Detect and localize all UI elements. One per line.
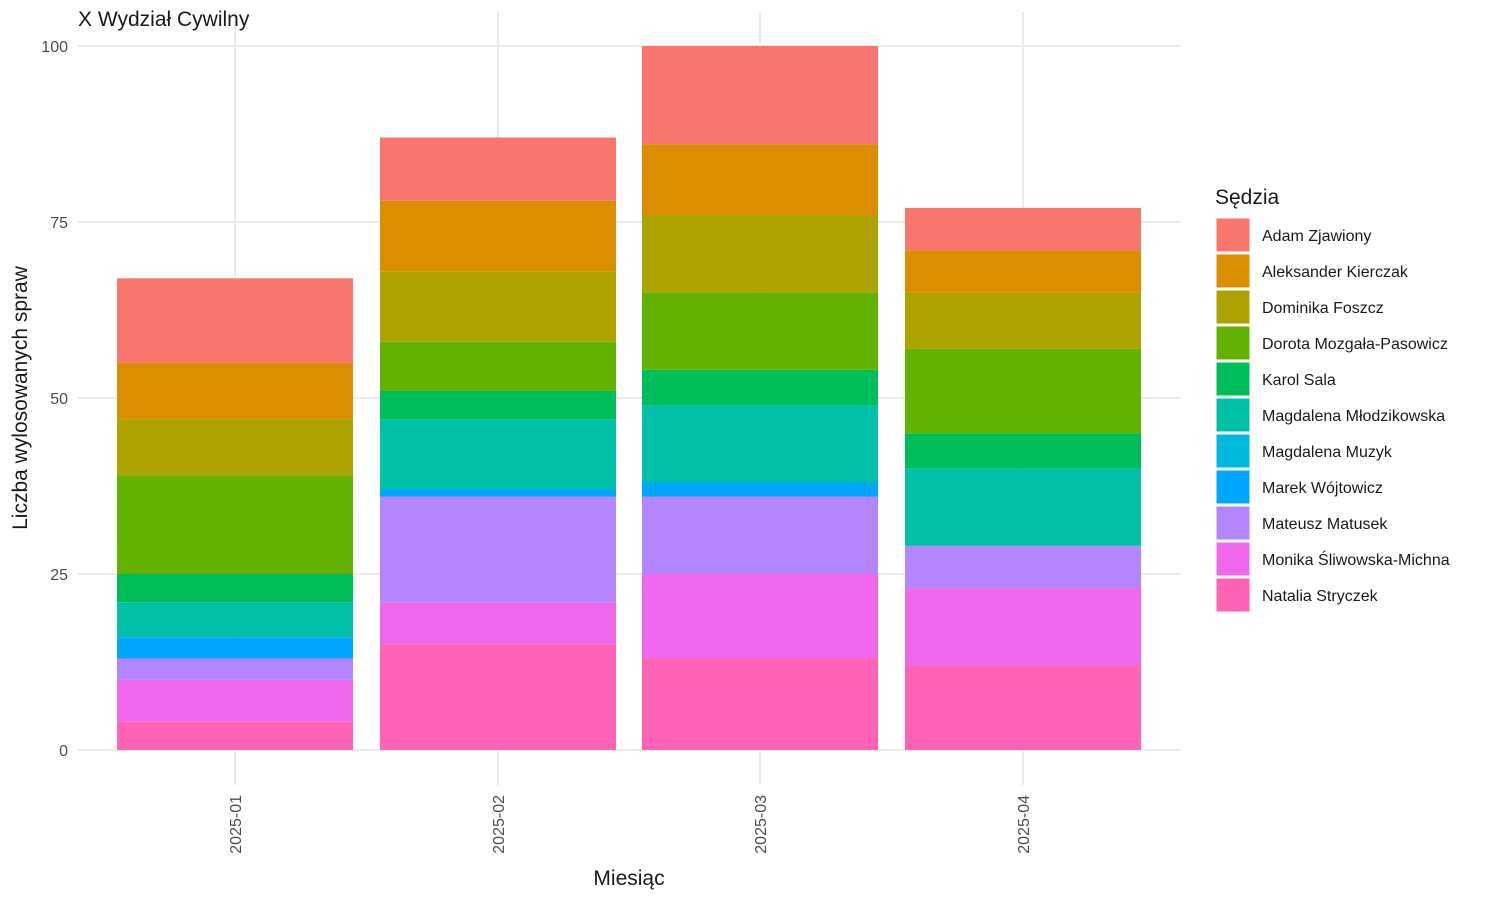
bar-segment — [117, 721, 353, 750]
legend-item: Karol Sala — [1215, 361, 1336, 397]
chart-title: X Wydział Cywilny — [78, 8, 250, 31]
legend-key — [1215, 361, 1251, 397]
bar-segment — [117, 574, 353, 603]
bar-segment — [642, 214, 878, 293]
legend-item: Dominika Foszcz — [1215, 289, 1384, 325]
bar-segment — [117, 362, 353, 420]
x-axis-ticks: 2025-01 2025-02 2025-03 2025-04 — [228, 795, 1033, 854]
bar-segment — [380, 390, 616, 420]
legend-label: Dominika Foszcz — [1262, 300, 1384, 317]
legend-item: Adam Zjawiony — [1215, 217, 1371, 253]
y-tick-label: 0 — [59, 743, 68, 760]
x-tick-label: 2025-03 — [753, 795, 770, 854]
bar-stack-2025-04 — [905, 207, 1141, 750]
x-tick-label: 2025-04 — [1016, 795, 1033, 854]
bar-segment — [380, 200, 616, 272]
legend-key — [1215, 397, 1251, 433]
bar-segment — [642, 482, 878, 497]
bar-segment — [642, 496, 878, 574]
legend-item: Marek Wójtowicz — [1215, 469, 1383, 505]
legend-label: Monika Śliwowska-Michna — [1262, 550, 1450, 569]
bar-segment — [905, 292, 1141, 349]
bar-segment — [905, 665, 1141, 750]
legend-item: Natalia Stryczek — [1215, 577, 1379, 613]
bar-segment — [380, 137, 616, 201]
legend-label: Marek Wójtowicz — [1262, 480, 1383, 497]
bar-segment — [117, 679, 353, 722]
bar-segment — [642, 369, 878, 406]
legend-key — [1215, 469, 1251, 505]
bar-segment — [905, 468, 1141, 546]
bar-segment — [905, 348, 1141, 434]
bar-stack-2025-01 — [117, 278, 353, 750]
x-tick-label: 2025-02 — [491, 795, 508, 854]
legend-label: Dorota Mozgała-Pasowicz — [1262, 336, 1448, 353]
bar-stack-2025-03 — [642, 46, 878, 750]
bar-segment — [117, 658, 353, 680]
legend-label: Natalia Stryczek — [1262, 588, 1379, 605]
bar-segment — [380, 644, 616, 750]
legend-item: Mateusz Matusek — [1215, 505, 1388, 541]
bar-segment — [642, 292, 878, 370]
y-axis-title: Liczba wylosowanych spraw — [9, 265, 32, 530]
legend-item: Aleksander Kierczak — [1215, 253, 1409, 289]
legend-label: Mateusz Matusek — [1262, 516, 1388, 533]
bar-stack-2025-02 — [380, 137, 616, 750]
legend-key — [1215, 541, 1251, 577]
bar-segment — [642, 144, 878, 215]
legend-key — [1215, 289, 1251, 325]
legend-label: Aleksander Kierczak — [1262, 264, 1409, 281]
legend-label: Karol Sala — [1262, 372, 1336, 389]
legend-title: Sędzia — [1215, 186, 1280, 209]
bar-segment — [905, 433, 1141, 469]
bar-segment — [380, 602, 616, 645]
bar-segment — [380, 496, 616, 603]
x-tick-label: 2025-01 — [228, 795, 245, 854]
bar-segment — [905, 207, 1141, 251]
x-axis-title: Miesiąc — [593, 867, 664, 890]
bar-segment — [117, 278, 353, 363]
legend: Sędzia Adam Zjawiony Aleksander Kierczak D… — [1215, 186, 1450, 613]
y-tick-label: 100 — [41, 39, 68, 56]
legend-item: Magdalena Młodzikowska — [1215, 397, 1445, 433]
bar-segment — [380, 341, 616, 391]
legend-item: Magdalena Muzyk — [1215, 433, 1393, 469]
legend-key — [1215, 577, 1251, 613]
bar-segment — [642, 574, 878, 659]
bar-segment — [905, 250, 1141, 293]
legend-label: Magdalena Młodzikowska — [1262, 408, 1445, 425]
legend-key — [1215, 325, 1251, 361]
legend-label: Magdalena Muzyk — [1262, 444, 1393, 461]
bar-segment — [642, 46, 878, 145]
y-axis-ticks: 0 25 50 75 100 — [41, 39, 68, 760]
bar-segment — [380, 419, 616, 490]
legend-key — [1215, 505, 1251, 541]
y-tick-label: 75 — [50, 215, 68, 232]
legend-key — [1215, 217, 1251, 253]
y-tick-label: 25 — [50, 567, 68, 584]
bar-segment — [380, 271, 616, 342]
legend-items: Adam Zjawiony Aleksander Kierczak Dominika… — [1215, 217, 1450, 613]
bar-segment — [642, 405, 878, 483]
legend-item: Dorota Mozgała-Pasowicz — [1215, 325, 1448, 361]
legend-key — [1215, 253, 1251, 289]
legend-key — [1215, 433, 1251, 469]
bar-segment — [117, 602, 353, 638]
bar-segment — [380, 489, 616, 497]
bar-segment — [117, 419, 353, 476]
bars-layer — [117, 46, 1141, 750]
bar-segment — [117, 475, 353, 574]
bar-segment — [117, 637, 353, 659]
legend-item: Monika Śliwowska-Michna — [1215, 541, 1450, 577]
legend-label: Adam Zjawiony — [1262, 228, 1371, 245]
bar-segment — [905, 588, 1141, 666]
y-tick-label: 50 — [50, 391, 68, 408]
bar-segment — [905, 545, 1141, 589]
bar-segment — [642, 658, 878, 750]
